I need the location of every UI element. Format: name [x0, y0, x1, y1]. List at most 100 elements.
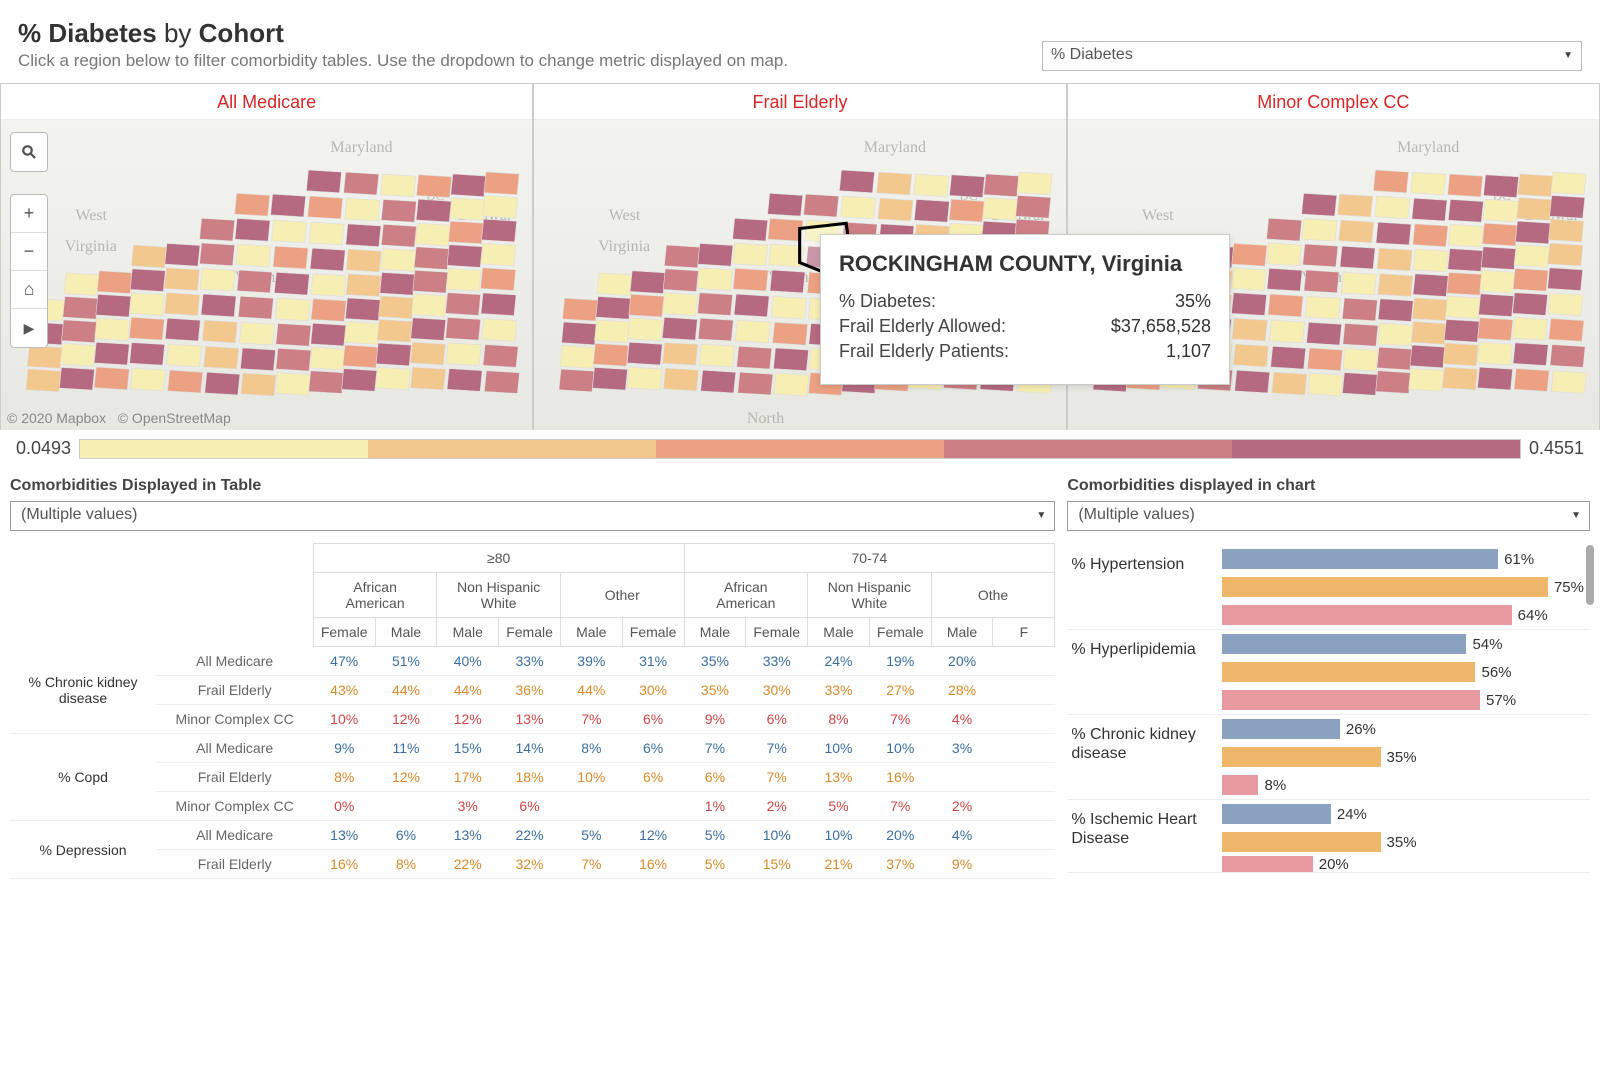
- map-panel-0[interactable]: All MedicareMarylandDCDelawarWestVirgini…: [0, 84, 533, 430]
- table-cell: 6%: [499, 792, 561, 821]
- play-button[interactable]: ▶: [11, 309, 47, 347]
- table-cell: 3%: [437, 792, 499, 821]
- bar-row: 26%: [1222, 715, 1584, 743]
- table-cell: 27%: [869, 676, 931, 705]
- table-cell: 31%: [622, 647, 684, 676]
- table-cell: 11%: [375, 734, 437, 763]
- bar-row: 54%: [1222, 630, 1584, 658]
- bar-value: 57%: [1486, 692, 1516, 709]
- table-cell: 20%: [869, 821, 931, 850]
- table-cell: 8%: [808, 705, 870, 734]
- bar-row: 56%: [1222, 658, 1584, 686]
- tooltip-row: % Diabetes:35%: [839, 291, 1211, 312]
- metric-dropdown[interactable]: % Diabetes: [1042, 41, 1582, 71]
- legend-cells: [79, 439, 1521, 459]
- table-cell: 10%: [808, 821, 870, 850]
- table-cell: 44%: [437, 676, 499, 705]
- cohort-label: Minor Complex CC: [156, 705, 313, 734]
- table-cell: 7%: [869, 792, 931, 821]
- table-cell: [560, 792, 622, 821]
- scrollbar-thumb[interactable]: [1586, 545, 1594, 605]
- bar-fill: [1222, 690, 1480, 710]
- cohort-label: Frail Elderly: [534, 84, 1065, 120]
- table-cell: 9%: [684, 705, 746, 734]
- table-cell: 5%: [684, 821, 746, 850]
- metric-label: % Chronic kidney disease: [10, 647, 156, 734]
- cohort-label: All Medicare: [1, 84, 532, 120]
- table-cell: 39%: [560, 647, 622, 676]
- legend-min: 0.0493: [16, 438, 71, 459]
- table-cell: 40%: [437, 647, 499, 676]
- zoom-in-button[interactable]: +: [11, 195, 47, 233]
- legend-cell: [368, 440, 656, 458]
- table-cell: 17%: [437, 763, 499, 792]
- legend-cell: [1232, 440, 1520, 458]
- map-attribution: © 2020 Mapbox © OpenStreetMap: [7, 410, 231, 426]
- title-cohort: Cohort: [199, 18, 284, 48]
- bar-group: % Chronic kidney disease26%35%8%: [1067, 715, 1590, 800]
- table-cell: 10%: [560, 763, 622, 792]
- table-cell: 7%: [746, 763, 808, 792]
- map-canvas[interactable]: MarylandDCDelawarWestVirginiaVirginia© 2…: [1, 120, 532, 430]
- bar-value: 64%: [1518, 607, 1548, 624]
- table-cell: 6%: [746, 705, 808, 734]
- table-cell: 43%: [313, 676, 375, 705]
- table-cell: 6%: [622, 763, 684, 792]
- table-cell: 21%: [808, 850, 870, 879]
- bar-group: % Hyperlipidemia54%56%57%: [1067, 630, 1590, 715]
- comorbidity-bar-chart: % Hypertension61%75%64%% Hyperlipidemia5…: [1067, 545, 1590, 873]
- table-cell: [993, 647, 1055, 676]
- home-button[interactable]: ⌂: [11, 271, 47, 309]
- table-cell: 15%: [746, 850, 808, 879]
- metric-label: % Copd: [10, 734, 156, 821]
- table-cell: 2%: [931, 792, 993, 821]
- cohort-label: All Medicare: [156, 821, 313, 850]
- table-cell: 30%: [746, 676, 808, 705]
- lower-panels: Comorbidities Displayed in Table (Multip…: [0, 463, 1600, 879]
- title-by: by: [157, 18, 199, 48]
- table-cell: 35%: [684, 676, 746, 705]
- age-header: ≥80: [313, 544, 684, 573]
- bar-group: % Hypertension61%75%64%: [1067, 545, 1590, 630]
- bar-fill: [1222, 775, 1258, 795]
- bar-row: 35%: [1222, 828, 1584, 856]
- tooltip-title: ROCKINGHAM COUNTY, Virginia: [839, 251, 1211, 277]
- cohort-label: All Medicare: [156, 647, 313, 676]
- table-cell: 6%: [622, 734, 684, 763]
- cohort-label: Frail Elderly: [156, 850, 313, 879]
- table-cell: 12%: [622, 821, 684, 850]
- table-cell: 10%: [869, 734, 931, 763]
- table-cell: 22%: [499, 821, 561, 850]
- table-cell: 44%: [375, 676, 437, 705]
- table-cell: 33%: [808, 676, 870, 705]
- table-cell: 47%: [313, 647, 375, 676]
- table-cell: 2%: [746, 792, 808, 821]
- bar-fill: [1222, 662, 1475, 682]
- legend-cell: [80, 440, 368, 458]
- table-filter-dropdown[interactable]: (Multiple values): [10, 501, 1055, 531]
- table-cell: 15%: [437, 734, 499, 763]
- map-row: ⚲ + − ⌂ ▶ All MedicareMarylandDCDelawarW…: [0, 83, 1600, 430]
- table-cell: 8%: [313, 763, 375, 792]
- table-cell: 36%: [499, 676, 561, 705]
- table-cell: 13%: [437, 821, 499, 850]
- table-cell: 10%: [313, 705, 375, 734]
- cohort-label: All Medicare: [156, 734, 313, 763]
- zoom-out-button[interactable]: −: [11, 233, 47, 271]
- table-cell: 7%: [869, 705, 931, 734]
- table-cell: 51%: [375, 647, 437, 676]
- map-tooltip: ROCKINGHAM COUNTY, Virginia % Diabetes:3…: [820, 234, 1230, 385]
- comorbidity-table: ≥8070-74AfricanAmericanNon HispanicWhite…: [10, 543, 1055, 879]
- bar-fill: [1222, 605, 1511, 625]
- table-cell: 5%: [808, 792, 870, 821]
- table-panel: Comorbidities Displayed in Table (Multip…: [10, 477, 1055, 879]
- bar-row: 75%: [1222, 573, 1584, 601]
- table-cell: 4%: [931, 821, 993, 850]
- table-cell: 16%: [622, 850, 684, 879]
- chart-panel-label: Comorbidities displayed in chart: [1067, 477, 1590, 495]
- table-cell: 5%: [684, 850, 746, 879]
- chart-filter-dropdown[interactable]: (Multiple values): [1067, 501, 1590, 531]
- bar-value: 26%: [1346, 721, 1376, 738]
- legend-max: 0.4551: [1529, 438, 1584, 459]
- bar-value: 75%: [1554, 579, 1584, 596]
